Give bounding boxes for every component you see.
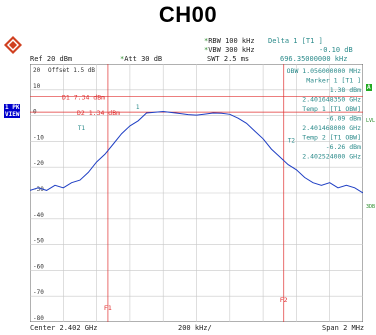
three-db-label: 3DB	[366, 204, 376, 210]
y-tick-label: -70	[33, 289, 44, 296]
delta-value: -0.10 dB	[319, 46, 353, 54]
marker-info-line: 2.402524000 GHz	[302, 153, 361, 161]
ref-level: Ref 20 dBm	[30, 55, 73, 63]
marker-info-line: Marker 1 [T1 ]	[306, 77, 361, 85]
span: Span 2 MHz	[322, 324, 365, 332]
marker-info-line: Temp 2 [T1 OBW]	[302, 134, 361, 142]
center-frequency: Center 2.402 GHz	[30, 324, 98, 332]
marker-info-line: 2.401468000 GHz	[302, 124, 361, 132]
swt-label: SWT 2.5 ms	[207, 55, 250, 63]
display-line-d2-label: D2 1.34 dBm	[77, 109, 120, 117]
spectrum-plot[interactable]: 10 0 -10 -20 -30 -40 -50 -60 -70 -80 20 Offset 1.5 …	[29, 63, 364, 323]
y-tick-label: -20	[33, 160, 44, 167]
span-per-division: 200 kHz/	[178, 324, 212, 332]
marker-1-label: 1	[136, 104, 140, 111]
marker-info-line: Temp 1 [T1 OBW]	[302, 105, 361, 113]
y-tick-label: -10	[33, 134, 44, 141]
rbw-label: *RBW 100 kHz	[204, 37, 255, 45]
y-tick-label: 10	[33, 83, 41, 90]
y-tick-label: -60	[33, 263, 44, 270]
grid-offset-ref: 20	[33, 67, 41, 74]
trace-mode-badge: 1 PK	[4, 104, 21, 111]
view-mode-badge: VIEW	[4, 111, 21, 118]
marker-info-line: 1.38 dBm	[330, 86, 361, 94]
f1-label: F1	[104, 304, 112, 312]
display-line-d1-label: D1 7.34 dBm	[62, 94, 105, 102]
spectrum-trace	[29, 110, 364, 194]
temp-1-label: T1	[78, 125, 86, 132]
page-title: CH00	[158, 2, 218, 27]
f2-label: F2	[280, 296, 288, 304]
marker-info-line: -6.26 dBm	[326, 143, 361, 151]
delta-label: Delta 1 [T1 ]	[268, 37, 323, 45]
rohde-schwarz-logo	[4, 36, 22, 54]
temp-2-label: T2	[288, 138, 296, 145]
marker-info-line: 2.401648350 GHz	[302, 96, 361, 104]
vbw-label: *VBW 300 kHz	[204, 46, 255, 54]
attenuation: *Att 30 dB	[120, 55, 163, 63]
y-tick-label: -40	[33, 212, 44, 219]
delta-frequency: 696.35000000 kHz	[280, 55, 348, 63]
marker-info-line: -6.09 dBm	[326, 115, 361, 123]
y-tick-label: -30	[33, 186, 44, 193]
trace-a-badge: A	[366, 84, 372, 91]
y-tick-label: -50	[33, 238, 44, 245]
lvl-label: LVL	[366, 118, 376, 124]
marker-info-line: OBW 1.056000000 MHz	[287, 67, 361, 75]
offset-label: Offset 1.5 dB	[48, 67, 95, 74]
y-tick-label: -80	[33, 315, 44, 322]
